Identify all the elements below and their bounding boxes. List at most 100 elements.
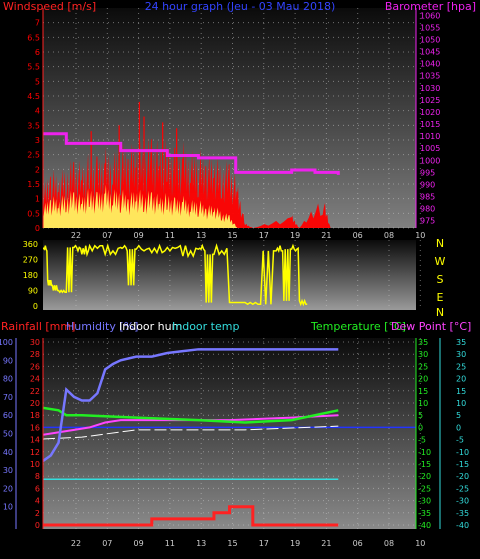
temperature-tick: 30 — [418, 350, 428, 359]
temperature-tick: -30 — [418, 497, 431, 506]
wind-x-tick: 08 — [384, 231, 394, 240]
wind-x-tick: 15 — [227, 231, 237, 240]
humidity-tick: 20 — [3, 484, 13, 493]
direction-letter-n-bottom: N — [436, 306, 444, 319]
barometer-tick: 1045 — [420, 48, 440, 57]
windspeed-tick: 5.5 — [27, 63, 40, 72]
dewpoint-tick: -15 — [456, 460, 469, 469]
humidity-tick: 70 — [3, 393, 13, 402]
rainfall-tick: 8 — [35, 472, 40, 481]
wind-x-tick: 13 — [196, 231, 206, 240]
temperature-tick: 35 — [418, 338, 428, 347]
windspeed-tick: 4.5 — [27, 92, 40, 101]
barometer-label: Barometer [hpa] — [385, 0, 476, 13]
barometer-tick: 985 — [420, 193, 435, 202]
direction-tick: 180 — [23, 271, 38, 280]
dewpoint-tick: -35 — [456, 509, 469, 518]
grid-dots — [43, 8, 421, 529]
temp-x-tick: 08 — [384, 539, 394, 548]
dewpoint-tick: -30 — [456, 497, 469, 506]
rainfall-tick: 12 — [30, 448, 40, 457]
windspeed-tick: 0 — [35, 224, 40, 233]
rainfall-label: Rainfall [mm] — [1, 320, 75, 333]
dewpoint-tick: 0 — [456, 423, 461, 432]
direction-letter-e: E — [437, 291, 444, 304]
temperature-tick: -40 — [418, 521, 431, 530]
rainfall-tick: 18 — [30, 411, 40, 420]
temperature-tick: -5 — [418, 436, 426, 445]
temperature-tick: -20 — [418, 472, 431, 481]
dewpoint-label: Dew Point [°C] — [391, 320, 471, 333]
rainfall-tick: 2 — [35, 509, 40, 518]
barometer-tick: 975 — [420, 217, 435, 226]
rainfall-tick: 20 — [30, 399, 40, 408]
temp-x-tick: 13 — [196, 539, 206, 548]
humidity-tick: 10 — [3, 503, 13, 512]
temperature-series — [43, 406, 339, 424]
rainfall-tick: 14 — [30, 436, 40, 445]
temperature-tick: -15 — [418, 460, 431, 469]
windspeed-tick: 6 — [35, 48, 40, 57]
temp-x-tick: 21 — [321, 539, 331, 548]
windspeed-tick: 0.5 — [27, 209, 40, 218]
direction-letter-n-top: N — [436, 237, 444, 250]
barometer-tick: 995 — [420, 168, 435, 177]
rainfall-tick: 22 — [30, 387, 40, 396]
dewpoint-tick: -5 — [456, 436, 464, 445]
dewpoint-tick: -20 — [456, 472, 469, 481]
temperature-tick: 10 — [418, 399, 428, 408]
dewpoint-tick: 10 — [456, 399, 466, 408]
barometer-tick: 1035 — [420, 72, 440, 81]
barometer-tick: 1050 — [420, 35, 440, 44]
wind-x-tick: 19 — [290, 231, 300, 240]
humidity-tick: 100 — [0, 338, 13, 347]
humidity-tick: 60 — [3, 411, 13, 420]
direction-letter-w: W — [435, 255, 446, 268]
temperature-tick: -25 — [418, 484, 431, 493]
temperature-tick: 0 — [418, 423, 423, 432]
humidity-tick: 40 — [3, 448, 13, 457]
tick-labels: 0 0.5 1 1.5 2 2.5 3 3.5 4 4.5 5 5.5 6 6.5 7 975 980 985 99… — [0, 11, 469, 548]
rainfall-tick: 6 — [35, 484, 40, 493]
windspeed-tick: 4 — [35, 107, 40, 116]
dew-point-series — [43, 414, 339, 436]
wind-x-tick: 11 — [165, 231, 175, 240]
wind-x-tick: 06 — [353, 231, 363, 240]
barometer-tick: 1020 — [420, 108, 440, 117]
barometer-tick: 1025 — [420, 96, 440, 105]
direction-tick: 360 — [23, 240, 38, 249]
direction-tick: 0 — [33, 302, 38, 311]
temp-x-tick: 06 — [353, 539, 363, 548]
dewpoint-tick: -10 — [456, 448, 469, 457]
temperature-tick: 5 — [418, 411, 423, 420]
windspeed-tick: 6.5 — [27, 33, 40, 42]
barometer-tick: 1000 — [420, 156, 440, 165]
humidity-tick: 50 — [3, 430, 13, 439]
barometer-tick: 990 — [420, 180, 435, 189]
temperature-label: Temperature [°C] — [310, 320, 406, 333]
temp-x-tick: 09 — [134, 539, 144, 548]
barometer-tick: 1040 — [420, 60, 440, 69]
barometer-tick: 1060 — [420, 11, 440, 20]
rainfall-tick: 16 — [30, 423, 40, 432]
wind-x-tick: 21 — [321, 231, 331, 240]
barometer-tick: 1030 — [420, 84, 440, 93]
dewpoint-tick: 30 — [456, 350, 466, 359]
barometer-tick: 1055 — [420, 23, 440, 32]
wind-x-tick: 10 — [415, 231, 425, 240]
temperature-tick: 25 — [418, 362, 428, 371]
temp-x-tick: 17 — [259, 539, 269, 548]
windspeed-tick: 3.5 — [27, 121, 40, 130]
windspeed-label: Windspeed [m/s] — [3, 0, 96, 13]
windspeed-tick: 1.5 — [27, 180, 40, 189]
rainfall-tick: 26 — [30, 362, 40, 371]
direction-tick: 270 — [23, 256, 38, 265]
windspeed-tick: 7 — [35, 19, 40, 28]
windspeed-tick: 1 — [35, 195, 40, 204]
wind-x-tick: 17 — [259, 231, 269, 240]
rainfall-series — [43, 505, 339, 527]
temperature-tick: 15 — [418, 387, 428, 396]
windspeed-tick: 3 — [35, 136, 40, 145]
